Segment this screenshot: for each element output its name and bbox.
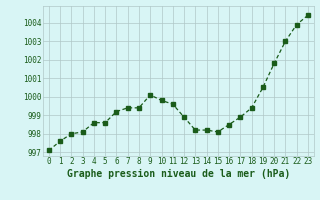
X-axis label: Graphe pression niveau de la mer (hPa): Graphe pression niveau de la mer (hPa) (67, 169, 290, 179)
